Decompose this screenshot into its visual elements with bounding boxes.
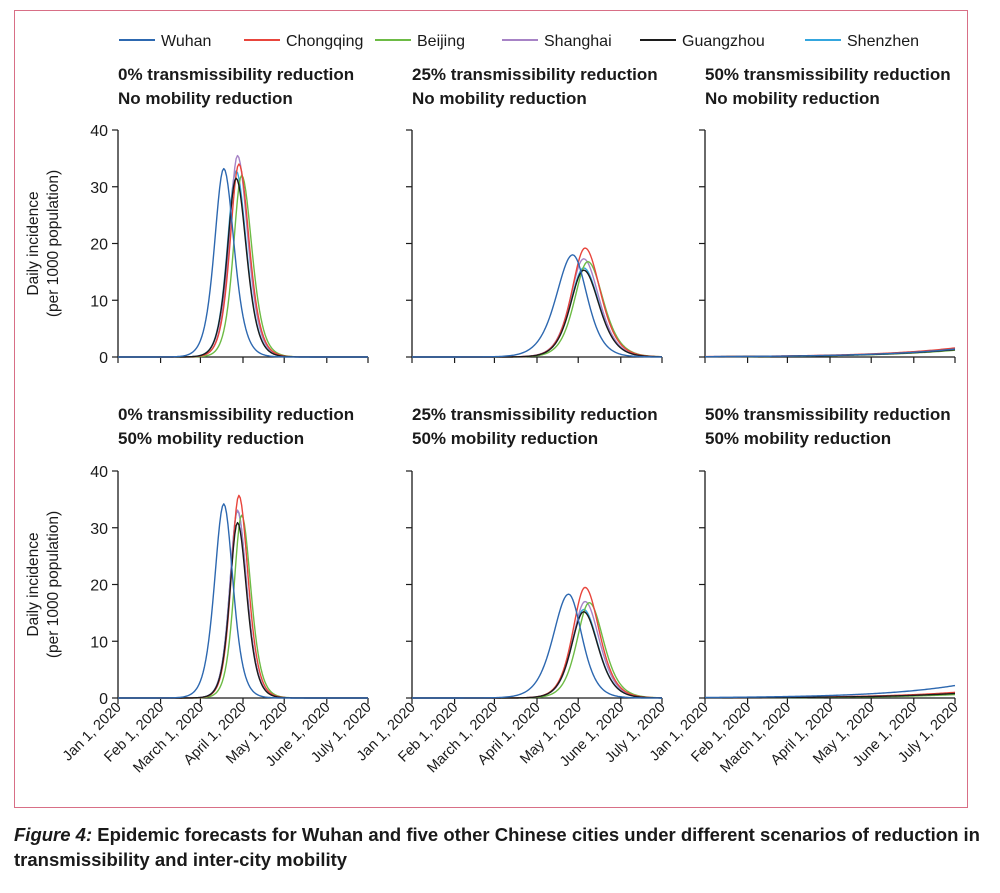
y-axis-label-line-2: (per 1000 population) (45, 511, 62, 658)
series-line-guangzhou (118, 521, 368, 699)
series-line-wuhan (118, 503, 368, 699)
panel-5: 25% transmissibility reduction 50% mobili… (354, 405, 669, 776)
panel-title-line-1: 0% transmissibility reduction (118, 65, 354, 84)
series-line-wuhan (118, 167, 368, 358)
series-line-shenzhen (118, 170, 368, 358)
series-line-chongqing (118, 163, 368, 358)
legend-label-guangzhou: Guangzhou (682, 33, 765, 50)
y-tick-label: 0 (99, 691, 108, 708)
y-axis-label: Daily incidence (per 1000 population) (25, 511, 62, 658)
figure-frame (14, 10, 968, 808)
panel-title-line-1: 25% transmissibility reduction (412, 405, 658, 424)
figure-caption: Figure 4: Epidemic forecasts for Wuhan a… (14, 822, 984, 872)
panel-title-line-1: 0% transmissibility reduction (118, 405, 354, 424)
series-line-shenzhen (412, 267, 663, 358)
series-line-beijing (118, 174, 368, 358)
y-axis-label-line-1: Daily incidence (25, 191, 42, 295)
y-tick-label: 0 (99, 350, 108, 367)
panel-3: 50% transmissibility reduction No mobilit… (699, 65, 956, 363)
chart-figure: Wuhan Chongqing Beijing Shanghai Guangzhou Sh… (25, 33, 962, 776)
panel-4: 0% transmissibility reduction 50% mobilit… (25, 405, 375, 776)
y-axis-label-line-2: (per 1000 population) (45, 170, 62, 317)
series-line-guangzhou (412, 611, 663, 699)
series-line-shanghai (412, 600, 663, 699)
panel-title-line-2: No mobility reduction (118, 89, 293, 108)
y-tick-label: 30 (90, 180, 108, 197)
panel-title-line-1: 25% transmissibility reduction (412, 65, 658, 84)
caption-text: Epidemic forecasts for Wuhan and five ot… (14, 824, 980, 870)
y-tick-label: 40 (90, 123, 108, 140)
y-tick-label: 30 (90, 521, 108, 538)
panel-6: 50% transmissibility reduction 50% mobili… (647, 405, 962, 776)
panel-title-line-1: 50% transmissibility reduction (705, 65, 951, 84)
y-axis-label: Daily incidence (per 1000 population) (25, 170, 62, 317)
series-line-shenzhen (412, 608, 663, 699)
series-line-wuhan (412, 593, 662, 699)
series-line-wuhan (704, 348, 956, 358)
legend-label-shanghai: Shanghai (544, 33, 612, 50)
panel-title-line-2: 50% mobility reduction (705, 429, 891, 448)
panel-title-line-1: 50% transmissibility reduction (705, 405, 951, 424)
y-tick-label: 20 (90, 578, 108, 595)
y-tick-label: 40 (90, 464, 108, 481)
y-tick-label: 20 (90, 237, 108, 254)
series-line-beijing (412, 601, 663, 699)
series-line-shanghai (118, 509, 368, 699)
y-axis-label-line-1: Daily incidence (25, 532, 42, 636)
panel-title-line-2: 50% mobility reduction (118, 429, 304, 448)
series-line-chongqing (412, 247, 663, 358)
caption-figure-label: Figure 4: (14, 824, 93, 845)
y-tick-label: 10 (90, 634, 108, 651)
legend-label-beijing: Beijing (417, 33, 465, 50)
panel-title-line-2: No mobility reduction (412, 89, 587, 108)
series-line-wuhan (412, 254, 662, 358)
legend-label-shenzhen: Shenzhen (847, 33, 919, 50)
legend: Wuhan Chongqing Beijing Shanghai Guangzhou Sh… (119, 33, 919, 50)
y-tick-label: 10 (90, 293, 108, 310)
series-line-wuhan (704, 684, 956, 699)
panel-title-line-2: 50% mobility reduction (412, 429, 598, 448)
panel-2: 25% transmissibility reduction No mobilit… (406, 65, 663, 363)
legend-label-chongqing: Chongqing (286, 33, 363, 50)
series-line-guangzhou (412, 269, 663, 358)
panel-title-line-2: No mobility reduction (705, 89, 880, 108)
panel-1: 0% transmissibility reduction No mobility… (25, 65, 369, 367)
legend-label-wuhan: Wuhan (161, 33, 211, 50)
